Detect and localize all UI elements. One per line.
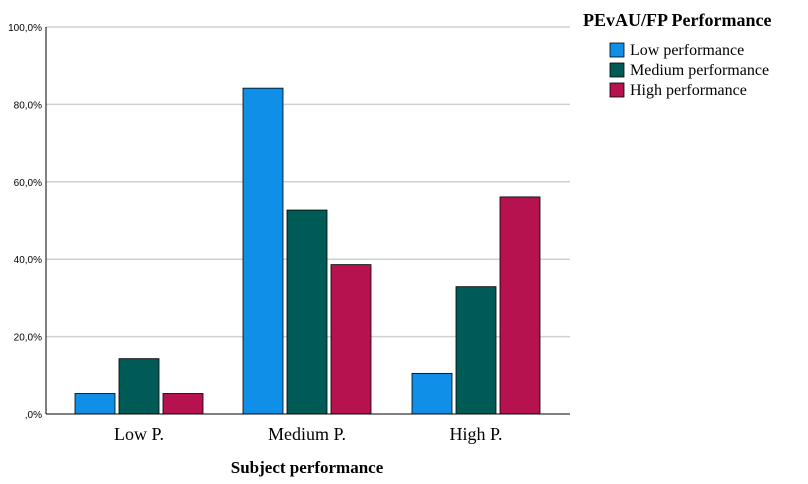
bar-low-performance: [411, 372, 453, 415]
x-tick-label: Medium P.: [268, 424, 346, 444]
y-tick-label: 60,0%: [14, 178, 42, 189]
legend-swatch: [609, 42, 625, 58]
bar-low-performance: [242, 87, 284, 415]
y-tick-label: ,0%: [25, 410, 42, 421]
legend-label: High performance: [630, 82, 747, 99]
legend-items: Low performance Medium performance High pe…: [609, 42, 769, 99]
bar-medium-performance: [118, 358, 160, 415]
bar-medium-performance: [455, 286, 497, 415]
legend: PEvAU/FP Performance Low performance Medi…: [583, 10, 771, 99]
x-tick-label: High P.: [449, 424, 502, 444]
bar-high-performance: [330, 264, 372, 415]
legend-swatch: [609, 62, 625, 78]
y-tick-labels: ,0% 20,0% 40,0% 60,0% 80,0% 100,0%: [8, 23, 42, 421]
bar-high-performance: [162, 393, 204, 415]
legend-label: Low performance: [630, 42, 744, 59]
legend-label: Medium performance: [630, 62, 769, 79]
y-tick-label: 20,0%: [14, 333, 42, 344]
legend-title: PEvAU/FP Performance: [583, 10, 771, 30]
x-category-labels: Low P. Medium P. High P.: [114, 424, 503, 444]
bar-low-performance: [74, 393, 116, 415]
y-tick-label: 40,0%: [14, 255, 42, 266]
axes: [45, 27, 570, 415]
x-axis-title: Subject performance: [231, 458, 384, 477]
bar-high-performance: [499, 196, 541, 415]
bars: [74, 87, 541, 415]
bar-medium-performance: [286, 209, 328, 415]
x-tick-label: Low P.: [114, 424, 164, 444]
y-tick-label: 80,0%: [14, 100, 42, 111]
y-tick-label: 100,0%: [8, 23, 42, 34]
legend-swatch: [609, 82, 625, 98]
